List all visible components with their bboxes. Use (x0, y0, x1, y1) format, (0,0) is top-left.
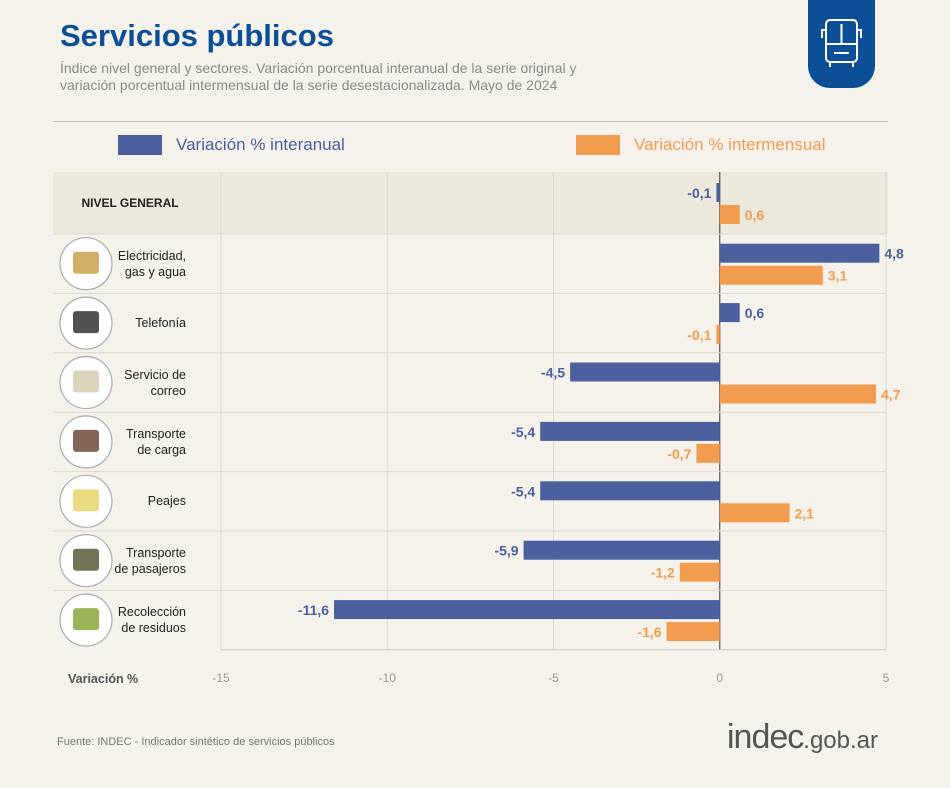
bar-intermensual (719, 503, 790, 523)
data-label: 4,7 (881, 387, 901, 403)
x-axis-label: Variación % (68, 672, 138, 686)
bar-interanual (570, 362, 720, 382)
bar-intermensual (719, 205, 740, 224)
logo-main: indec (727, 718, 804, 756)
bus-badge (808, 0, 875, 88)
legend-label: Variación % intermensual (634, 135, 826, 154)
x-tick-label: 5 (883, 671, 890, 685)
legend-swatch (118, 135, 162, 155)
category-label: NIVEL GENERAL (81, 196, 179, 210)
x-tick-label: -15 (212, 671, 230, 685)
data-label: 4,8 (884, 246, 904, 262)
header-row-bg (53, 172, 888, 234)
icon-detail (73, 251, 99, 274)
category-label: Servicio de correo (124, 367, 186, 398)
legend-intermensual: Variación % intermensual (576, 135, 826, 155)
bar-interanual (716, 183, 720, 202)
page-title: Servicios públicos (60, 18, 334, 53)
icon-detail (73, 370, 99, 393)
bar-intermensual (719, 384, 877, 404)
legend-swatch (576, 135, 620, 155)
data-label: 3,1 (828, 268, 848, 284)
category-label: Telefonía (135, 316, 186, 331)
icon-detail (73, 311, 99, 334)
bar-intermensual (696, 443, 720, 463)
bar-intermensual (679, 562, 720, 582)
bar-interanual (523, 540, 720, 560)
icon-detail (73, 608, 99, 631)
bar-interanual (719, 243, 880, 263)
category-label: Transporte de pasajeros (114, 545, 186, 576)
bar-interanual (719, 303, 740, 323)
x-tick-label: -5 (548, 671, 559, 685)
bar-interanual (540, 481, 720, 501)
logo-domain: .gob.ar (803, 727, 878, 754)
legend-interanual: Variación % interanual (118, 135, 345, 155)
data-label: -11,6 (298, 602, 329, 618)
icon-detail (73, 489, 99, 512)
bar-intermensual (719, 265, 823, 285)
data-label: -0,7 (667, 446, 691, 462)
bar-interanual (334, 600, 720, 620)
data-label: -1,2 (651, 565, 675, 581)
x-tick-label: -10 (379, 671, 397, 685)
bar-interanual (540, 421, 720, 441)
data-label: -4,5 (541, 365, 565, 381)
legend-label: Variación % interanual (176, 135, 345, 154)
category-label: Transporte de carga (126, 426, 186, 457)
divider (53, 121, 888, 122)
bus-icon (821, 19, 862, 67)
category-label: Electricidad, gas y agua (117, 248, 186, 279)
category-label: Recolección de residuos (117, 605, 186, 636)
data-label: -0,1 (687, 185, 711, 201)
bar-intermensual (666, 622, 720, 642)
data-label: 2,1 (795, 505, 815, 521)
bar-intermensual (716, 325, 720, 345)
source-note: Fuente: INDEC - Indicador sintético de s… (57, 736, 335, 748)
x-tick-label: 0 (716, 671, 723, 685)
category-label: Peajes (147, 494, 186, 509)
data-label: 0,6 (745, 207, 765, 223)
data-label: -5,9 (494, 543, 518, 559)
icon-detail (73, 429, 99, 452)
data-label: -1,6 (637, 624, 661, 640)
indec-logo: indec.gob.ar (727, 718, 878, 757)
icon-detail (73, 548, 99, 571)
data-label: -5,4 (511, 483, 535, 499)
data-label: -5,4 (511, 424, 535, 440)
data-label: -0,1 (687, 327, 711, 343)
data-label: 0,6 (745, 305, 765, 321)
page-subtitle: Índice nivel general y sectores. Variaci… (60, 60, 577, 93)
